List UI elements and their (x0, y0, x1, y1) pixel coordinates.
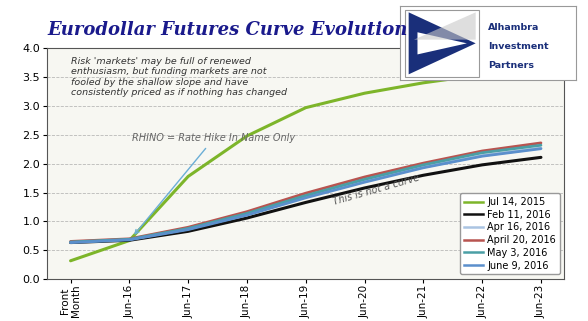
Polygon shape (409, 12, 476, 74)
Legend: Jul 14, 2015, Feb 11, 2016, Apr 16, 2016, April 20, 2016, May 3, 2016, June 9, 2: Jul 14, 2015, Feb 11, 2016, Apr 16, 2016… (460, 193, 560, 274)
Text: Alhambra: Alhambra (488, 23, 539, 32)
Text: Risk 'markets' may be full of renewed
enthusiasm, but funding markets are not
fo: Risk 'markets' may be full of renewed en… (71, 57, 287, 97)
Text: This is not a curve: This is not a curve (332, 173, 421, 207)
Text: RHINO = Rate Hike In Name Only: RHINO = Rate Hike In Name Only (132, 134, 295, 234)
Text: Eurodollar Futures Curve Evolution: Eurodollar Futures Curve Evolution (47, 21, 407, 39)
Polygon shape (414, 12, 476, 40)
Text: Partners: Partners (488, 61, 534, 70)
Polygon shape (417, 32, 467, 54)
FancyBboxPatch shape (405, 10, 479, 77)
Text: Investment: Investment (488, 42, 549, 51)
